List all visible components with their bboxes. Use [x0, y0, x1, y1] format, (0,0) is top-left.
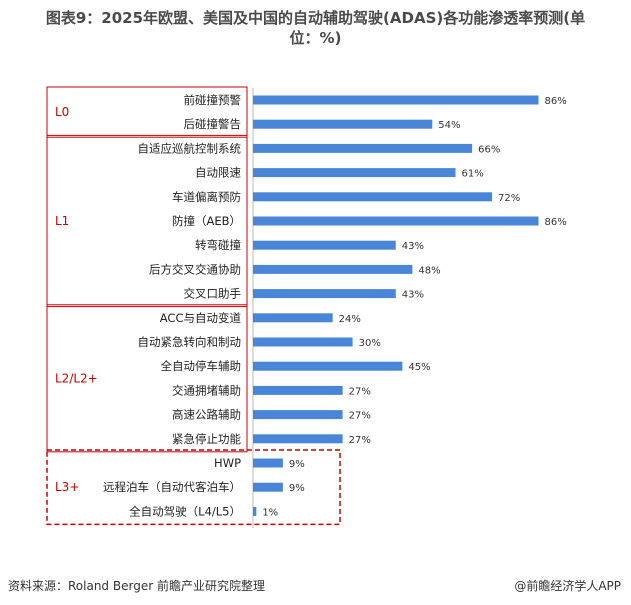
- value-label-10: 30%: [359, 338, 381, 349]
- category-label-12: 交通拥堵辅助: [172, 383, 241, 397]
- group-label-1: L1: [55, 214, 69, 228]
- group-box-2: [46, 304, 248, 453]
- group-label-3: L3+: [55, 480, 79, 494]
- category-label-16: 远程泊车（自动代客泊车）: [103, 480, 241, 494]
- credit-note: @前瞻经济学人APP: [514, 579, 621, 593]
- bar-14: [253, 434, 343, 444]
- value-label-6: 43%: [402, 241, 424, 252]
- bar-16: [253, 482, 283, 492]
- bar-0: [253, 95, 539, 105]
- chart-title-line1: 图表9：2025年欧盟、美国及中国的自动辅助驾驶(ADAS)各功能渗透率预测(单: [45, 9, 586, 27]
- category-label-0: 前碰撞预警: [184, 93, 242, 107]
- category-label-3: 自动限速: [195, 166, 241, 180]
- value-label-1: 54%: [438, 120, 460, 131]
- bar-8: [253, 289, 396, 299]
- chart-title: 图表9：2025年欧盟、美国及中国的自动辅助驾驶(ADAS)各功能渗透率预测(单…: [0, 8, 631, 48]
- category-label-8: 交叉口助手: [184, 287, 242, 301]
- value-label-7: 48%: [418, 265, 440, 276]
- source-note: 资料来源：Roland Berger 前瞻产业研究院整理: [8, 579, 265, 593]
- group-label-0: L0: [55, 105, 69, 119]
- value-label-2: 66%: [478, 144, 500, 155]
- category-label-10: 自动紧急转向和制动: [138, 335, 242, 349]
- category-label-11: 全自动停车辅助: [161, 359, 242, 373]
- bar-11: [253, 361, 403, 371]
- bar-12: [253, 385, 343, 395]
- value-label-8: 43%: [402, 290, 424, 301]
- bar-10: [253, 337, 353, 347]
- value-label-0: 86%: [545, 96, 567, 107]
- group-box-0: [46, 86, 248, 138]
- bar-6: [253, 240, 396, 250]
- value-label-3: 61%: [462, 169, 484, 180]
- category-label-13: 高速公路辅助: [172, 408, 241, 422]
- category-label-4: 车道偏离预防: [172, 190, 241, 204]
- bar-13: [253, 410, 343, 420]
- value-label-13: 27%: [349, 411, 371, 422]
- group-box-3: [46, 449, 341, 526]
- category-label-7: 后方交叉交通协助: [149, 262, 241, 276]
- category-label-2: 自适应巡航控制系统: [138, 141, 242, 155]
- value-label-15: 9%: [289, 459, 305, 470]
- bar-15: [253, 458, 283, 468]
- value-label-12: 27%: [349, 386, 371, 397]
- category-label-14: 紧急停止功能: [172, 432, 241, 446]
- value-label-9: 24%: [339, 314, 361, 325]
- bar-2: [253, 143, 473, 153]
- value-label-14: 27%: [349, 435, 371, 446]
- bar-5: [253, 216, 539, 226]
- bar-9: [253, 313, 333, 323]
- bar-4: [253, 192, 493, 202]
- category-label-6: 转弯碰撞: [195, 238, 241, 252]
- category-label-1: 后碰撞警告: [184, 117, 242, 131]
- category-label-5: 防撞（AEB）: [172, 214, 241, 228]
- group-label-2: L2/L2+: [55, 371, 98, 385]
- value-label-11: 45%: [408, 362, 430, 373]
- value-label-5: 86%: [545, 217, 567, 228]
- bar-3: [253, 168, 456, 178]
- bar-1: [253, 119, 433, 129]
- bar-chart: 前碰撞预警 86% 后碰撞警告 54% 自适应巡航控制系统 66% 自动限速 61% 车道偏离预…: [46, 86, 567, 528]
- value-label-16: 9%: [289, 483, 305, 494]
- value-label-4: 72%: [498, 193, 520, 204]
- category-label-9: ACC与自动变道: [160, 311, 242, 325]
- category-label-15: HWP: [214, 456, 241, 470]
- chart-title-line2: 位：%): [289, 29, 342, 47]
- value-label-17: 1%: [262, 507, 278, 518]
- bar-7: [253, 264, 413, 274]
- category-label-17: 全自动驾驶（L4/L5）: [129, 504, 241, 518]
- group-box-1: [46, 134, 248, 308]
- bar-17: [253, 506, 257, 516]
